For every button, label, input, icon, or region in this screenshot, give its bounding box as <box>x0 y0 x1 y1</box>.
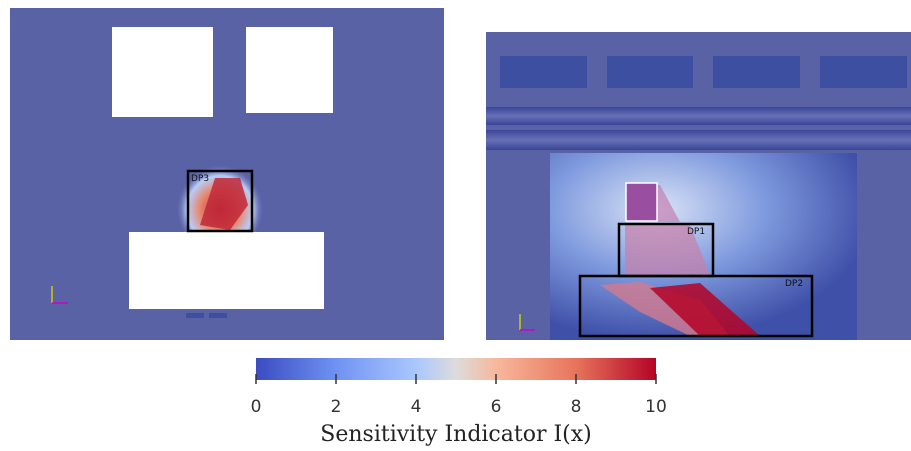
region-label: DP3 <box>191 174 209 184</box>
colorbar-label: Sensitivity Indicator I(x) <box>320 422 591 447</box>
tick-label: 6 <box>491 397 502 417</box>
left-panel: DP3 <box>10 8 444 340</box>
region-label: DP2 <box>785 279 803 289</box>
tick-label: 2 <box>331 397 342 417</box>
region-label: DP1 <box>687 227 705 237</box>
tick-label: 8 <box>571 397 582 417</box>
colorbar <box>256 358 656 380</box>
tick-label: 10 <box>645 397 667 417</box>
tick-label: 4 <box>411 397 422 417</box>
right-panel: DP1 DP2 <box>486 32 911 340</box>
tick-label: 0 <box>251 397 262 417</box>
